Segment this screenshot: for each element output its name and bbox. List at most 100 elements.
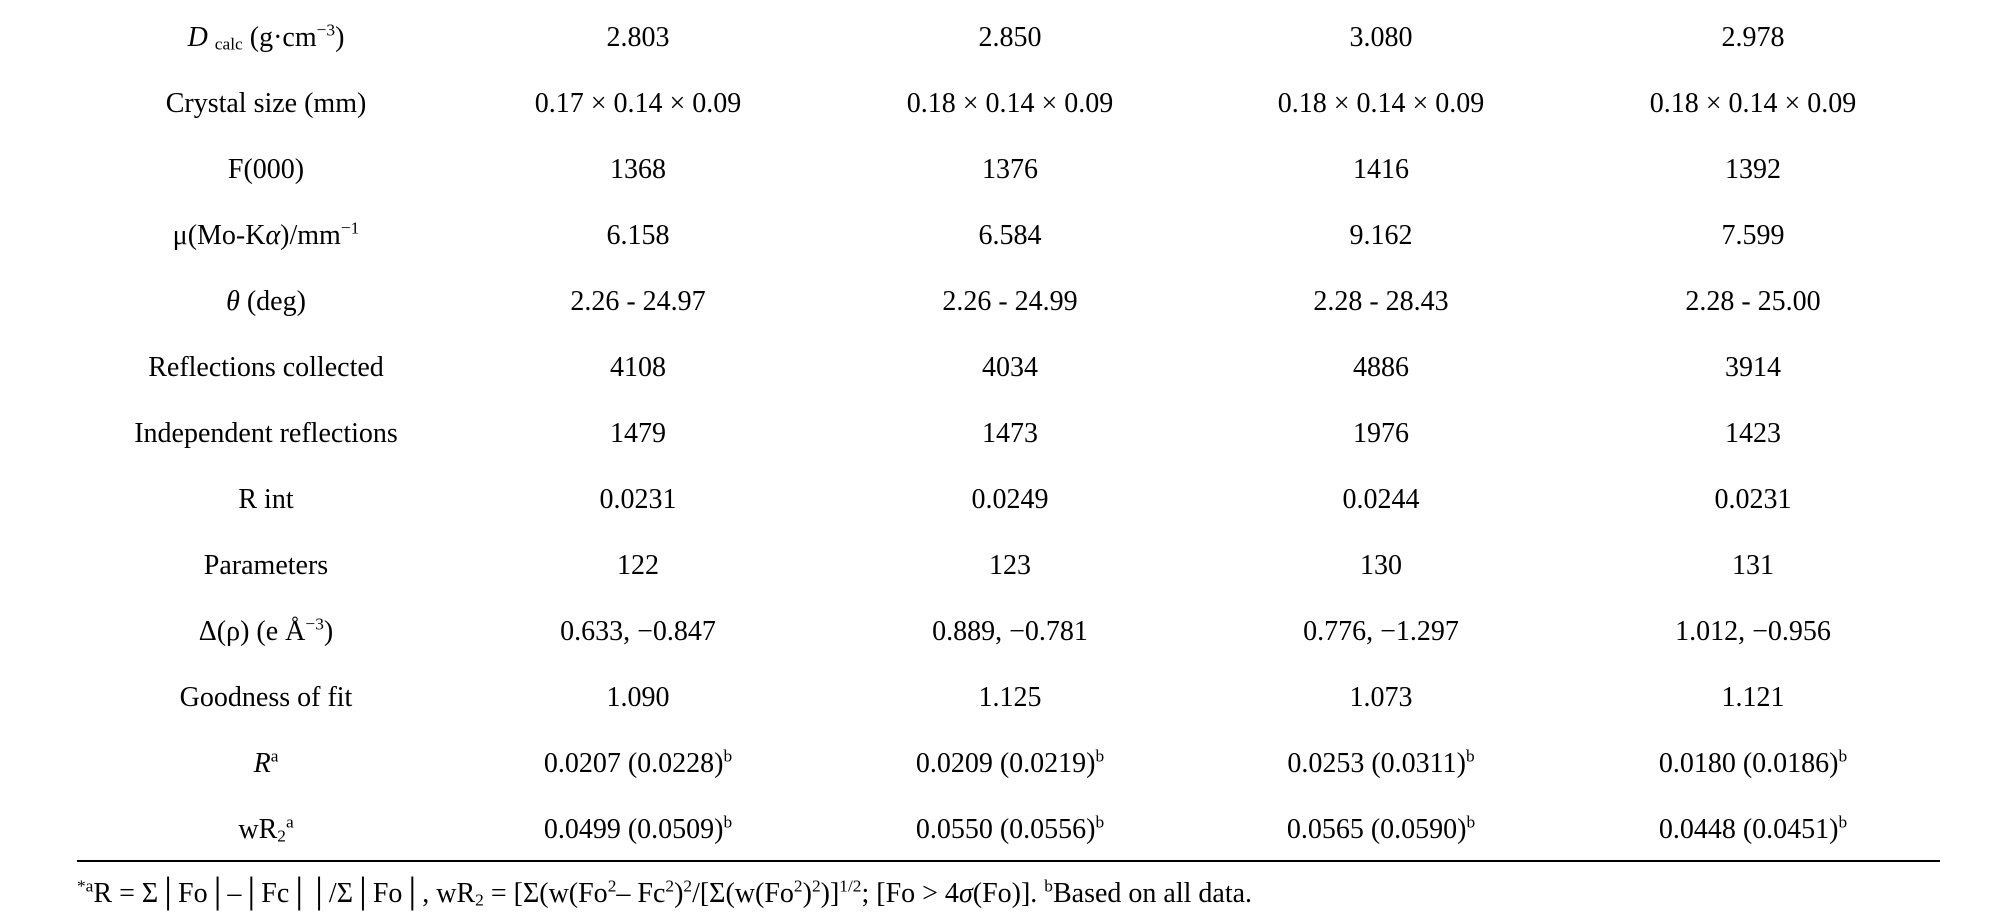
text-run: 123 [989,550,1031,581]
cell-value: 0.0231 [600,484,677,516]
row-label: Goodness of fit [180,682,353,714]
text-run: = [Σ(w(Fo [483,878,608,909]
text-run: Based on all data. [1052,878,1253,909]
text-run: 0.0231 [599,484,677,515]
superscript: b [1838,812,1848,832]
cell-value: 0.0253 (0.0311)b [1287,747,1474,780]
cell-value: 1.012, −0.956 [1675,616,1831,648]
text-run: ) [335,22,345,53]
text-run: 0.0565 (0.0590) [1286,814,1467,845]
text-run: 0.17 × 0.14 × 0.09 [534,88,742,119]
text-run: 0.0448 (0.0451) [1658,814,1839,845]
cell-value: 1.090 [607,682,670,714]
text-run: ) [323,616,334,647]
text-run: – Fc [616,878,666,909]
cell-value: 1392 [1725,154,1781,186]
cell-value: 2.978 [1722,22,1785,54]
cell-value: 0.18 × 0.14 × 0.09 [1650,88,1857,120]
text-run: 6.584 [978,220,1042,251]
text-run: 1.090 [606,682,670,713]
cell-value: 0.0249 [972,484,1049,516]
text-run: /[Σ(w(Fo [692,878,794,909]
superscript: b [1838,746,1848,766]
text-run: 1479 [610,418,666,449]
text-run: Crystal size (mm) [165,88,367,119]
text-run: 4108 [610,352,666,383]
cell-value: 0.0499 (0.0509)b [544,812,733,846]
text-run: 0.0180 (0.0186) [1658,748,1839,779]
superscript: b [723,812,733,832]
text-run: 1473 [982,418,1038,449]
text-run: 0.633, −0.847 [560,616,716,647]
text-run: 7.599 [1721,220,1785,251]
cell-value: 2.28 - 28.43 [1313,286,1448,318]
superscript: 2 [607,876,617,896]
row-label: Ra [253,746,279,780]
text-run: 9.162 [1349,220,1413,251]
cell-value: 0.0448 (0.0451)b [1658,812,1848,846]
text-run: 2.803 [606,22,670,53]
cell-value: 131 [1732,550,1774,582]
text-run: 1392 [1725,154,1781,185]
cell-value: 2.26 - 24.97 [570,286,705,318]
table-rule [77,860,1940,862]
text-run: 0.889, −0.781 [932,616,1088,647]
text-run: 1.073 [1349,682,1413,713]
cell-value: 4108 [610,352,666,384]
row-label: Crystal size (mm) [166,88,367,120]
cell-value: 0.0565 (0.0590)b [1286,813,1475,846]
text-run: 2.978 [1721,22,1785,53]
superscript: 2 [811,876,821,896]
text-run: Parameters [203,550,329,581]
cell-value: 2.803 [607,22,670,54]
cell-value: 0.0180 (0.0186)b [1658,746,1848,780]
superscript: 2 [683,876,693,896]
text-run: )] [820,878,840,909]
cell-value: 0.0207 (0.0228)b [543,747,732,780]
cell-value: 1416 [1353,154,1409,186]
row-label: wR2a [238,813,293,846]
cell-value: 0.0550 (0.0556)b [916,813,1104,846]
cell-value: 1473 [982,418,1038,450]
superscript: −3 [305,614,324,634]
text-run: 1.125 [978,682,1042,713]
row-label: μ(Mo-Kα)/mm−1 [172,219,360,252]
superscript: a [270,746,279,766]
italic-run: D [187,22,208,53]
row-label: Parameters [204,550,328,582]
italic-run: α [265,220,281,251]
cell-value: 1.125 [979,682,1042,714]
subscript: 2 [277,826,286,846]
row-label: Δ(ρ) (e Å−3) [199,614,334,648]
text-run: 0.0231 [1714,484,1792,515]
cell-value: 1479 [610,418,666,450]
row-label: D calc (g·cm−3) [187,21,345,54]
text-run: 0.18 × 0.14 × 0.09 [1277,88,1485,119]
text-run: 6.158 [606,220,670,251]
cell-value: 2.850 [979,22,1042,54]
text-run: μ(Mo-K [172,220,266,251]
text-run: (g·cm [242,22,317,53]
text-run: Reflections collected [148,352,384,383]
text-run: 4886 [1353,352,1409,383]
cell-value: 3914 [1725,352,1781,384]
text-run: 4034 [982,352,1038,383]
row-label: R int [238,484,293,516]
cell-value: 7.599 [1722,220,1785,252]
text-run: ; [Fo > 4 [861,878,959,909]
cell-value: 130 [1360,550,1402,582]
text-run: ) [674,878,684,909]
cell-value: 4886 [1353,352,1409,384]
cell-value: 0.18 × 0.14 × 0.09 [907,88,1114,120]
cell-value: 0.633, −0.847 [560,616,716,648]
text-run: 0.0244 [1342,484,1420,515]
text-run: 0.0207 (0.0228) [543,748,724,779]
cell-value: 1368 [610,154,666,186]
text-run: (deg) [239,286,306,317]
cell-value: 6.584 [979,220,1042,252]
italic-run: R [253,748,271,779]
text-run: 1423 [1725,418,1781,449]
text-run: 0.776, −1.297 [1303,616,1459,647]
cell-value: 0.17 × 0.14 × 0.09 [535,88,742,120]
